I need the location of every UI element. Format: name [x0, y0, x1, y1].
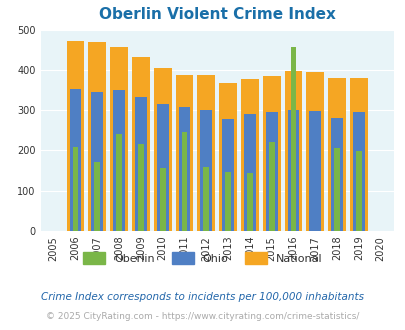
Bar: [138, 144, 143, 231]
Bar: [330, 118, 342, 231]
Bar: [94, 162, 100, 231]
Bar: [116, 134, 122, 231]
Bar: [175, 75, 193, 231]
Bar: [156, 104, 168, 231]
Bar: [328, 78, 345, 231]
Bar: [287, 110, 298, 231]
Bar: [241, 79, 258, 231]
Bar: [333, 148, 339, 231]
Bar: [178, 107, 190, 231]
Title: Oberlin Violent Crime Index: Oberlin Violent Crime Index: [98, 7, 335, 21]
Bar: [222, 119, 233, 231]
Bar: [66, 41, 84, 231]
Bar: [88, 42, 106, 231]
Bar: [159, 168, 165, 231]
Bar: [113, 90, 125, 231]
Bar: [265, 112, 277, 231]
Bar: [225, 172, 230, 231]
Bar: [349, 79, 367, 231]
Legend: Oberlin, Ohio, National: Oberlin, Ohio, National: [79, 248, 326, 268]
Bar: [219, 83, 237, 231]
Bar: [153, 68, 171, 231]
Bar: [197, 75, 215, 231]
Bar: [181, 132, 187, 231]
Bar: [69, 89, 81, 231]
Bar: [110, 47, 128, 231]
Text: Crime Index corresponds to incidents per 100,000 inhabitants: Crime Index corresponds to incidents per…: [41, 292, 364, 302]
Bar: [290, 47, 296, 231]
Bar: [355, 151, 361, 231]
Text: © 2025 CityRating.com - https://www.cityrating.com/crime-statistics/: © 2025 CityRating.com - https://www.city…: [46, 312, 359, 321]
Bar: [268, 142, 274, 231]
Bar: [262, 77, 280, 231]
Bar: [309, 111, 320, 231]
Bar: [200, 110, 212, 231]
Bar: [72, 147, 78, 231]
Bar: [243, 114, 255, 231]
Bar: [284, 71, 302, 231]
Bar: [352, 112, 364, 231]
Bar: [135, 97, 147, 231]
Bar: [306, 72, 323, 231]
Bar: [91, 92, 103, 231]
Bar: [132, 57, 149, 231]
Bar: [203, 167, 209, 231]
Bar: [246, 173, 252, 231]
